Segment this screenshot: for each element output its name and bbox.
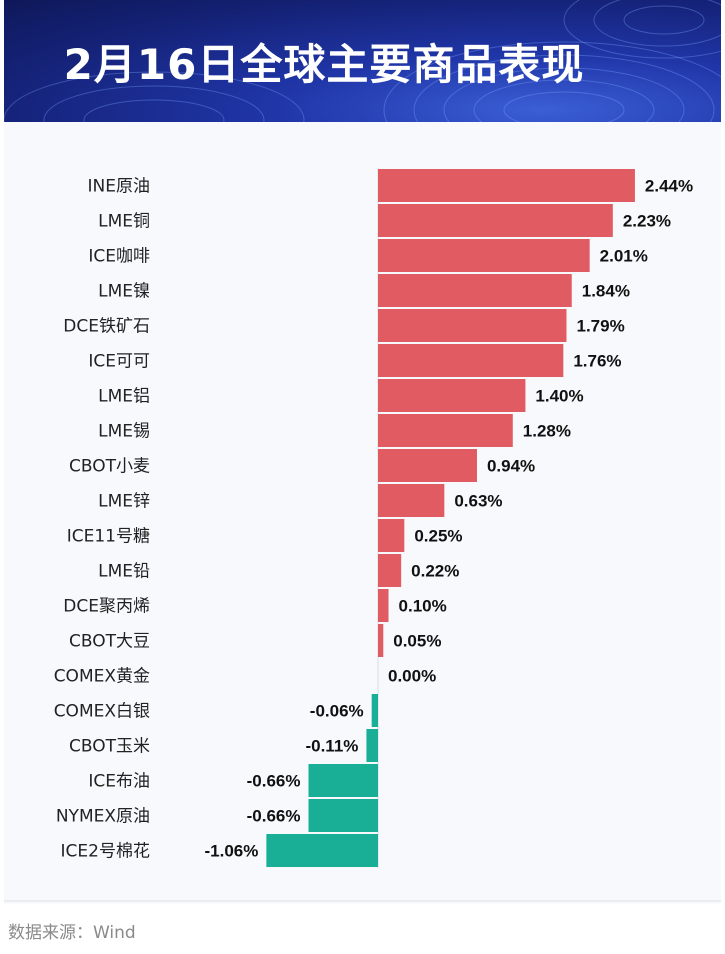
bar <box>378 484 445 517</box>
bar <box>366 729 378 762</box>
bar <box>378 379 526 412</box>
value-label: -1.06% <box>205 842 259 861</box>
value-label: 0.05% <box>393 632 441 651</box>
category-label: LME锌 <box>98 492 150 512</box>
value-label: -0.06% <box>310 702 364 721</box>
category-label: CBOT大豆 <box>69 632 150 652</box>
category-label: LME铜 <box>98 212 150 232</box>
value-label: 0.25% <box>414 527 462 546</box>
value-label: -0.66% <box>247 772 301 791</box>
category-label: ICE布油 <box>88 772 150 792</box>
category-label: DCE铁矿石 <box>63 317 150 337</box>
value-label: 0.22% <box>411 562 459 581</box>
bar <box>378 344 564 377</box>
value-label: 2.01% <box>600 247 648 266</box>
value-label: 0.10% <box>399 597 447 616</box>
category-label: ICE2号棉花 <box>61 842 150 862</box>
value-label: -0.66% <box>247 807 301 826</box>
value-label: 1.28% <box>523 422 571 441</box>
panel-divider <box>4 900 721 904</box>
bar <box>378 169 635 202</box>
value-label: 2.23% <box>623 212 671 231</box>
bar <box>378 204 613 237</box>
bar <box>378 309 567 342</box>
value-label: 1.79% <box>576 317 624 336</box>
category-label: LME铅 <box>98 562 150 582</box>
value-label: -0.11% <box>305 737 358 756</box>
bar <box>378 519 405 552</box>
bar <box>378 274 572 307</box>
category-label: CBOT小麦 <box>69 457 150 477</box>
chart-panel: INE原油 2.44% LME铜 2.23% ICE咖啡 2.01% LME镍 1.84% DC… <box>4 122 721 900</box>
category-label: LME镍 <box>98 282 150 302</box>
category-label: INE原油 <box>88 177 150 197</box>
value-label: 1.84% <box>582 282 630 301</box>
value-label: 0.63% <box>454 492 502 511</box>
category-label: NYMEX原油 <box>56 807 150 827</box>
page-title: 2月16日全球主要商品表现 <box>63 39 585 89</box>
value-label: 0.00% <box>388 667 436 686</box>
category-label: ICE咖啡 <box>88 247 150 267</box>
value-label: 1.40% <box>535 387 583 406</box>
bar <box>378 239 590 272</box>
category-label: ICE11号糖 <box>67 527 150 547</box>
bar <box>308 764 378 797</box>
bar <box>266 834 378 867</box>
data-source-note: 数据来源：Wind <box>8 923 136 943</box>
category-label: DCE聚丙烯 <box>63 597 150 617</box>
category-label: LME铝 <box>98 387 150 407</box>
category-label: LME锡 <box>98 422 150 442</box>
category-label: COMEX白银 <box>54 702 150 722</box>
value-label: 0.94% <box>487 457 535 476</box>
value-label: 2.44% <box>645 177 693 196</box>
bar <box>378 624 384 657</box>
value-label: 1.76% <box>573 352 621 371</box>
contour-background-graphic <box>4 0 721 122</box>
category-label: COMEX黄金 <box>54 667 150 687</box>
header-banner: 2月16日全球主要商品表现 <box>4 0 721 122</box>
bar <box>308 799 378 832</box>
bar <box>378 589 389 622</box>
bar-chart: INE原油 2.44% LME铜 2.23% ICE咖啡 2.01% LME镍 1.84% DC… <box>54 168 693 868</box>
bar <box>378 414 513 447</box>
bar <box>378 449 477 482</box>
bar <box>378 554 402 587</box>
category-label: CBOT玉米 <box>69 737 150 757</box>
bar <box>371 694 378 727</box>
category-label: ICE可可 <box>88 352 150 372</box>
